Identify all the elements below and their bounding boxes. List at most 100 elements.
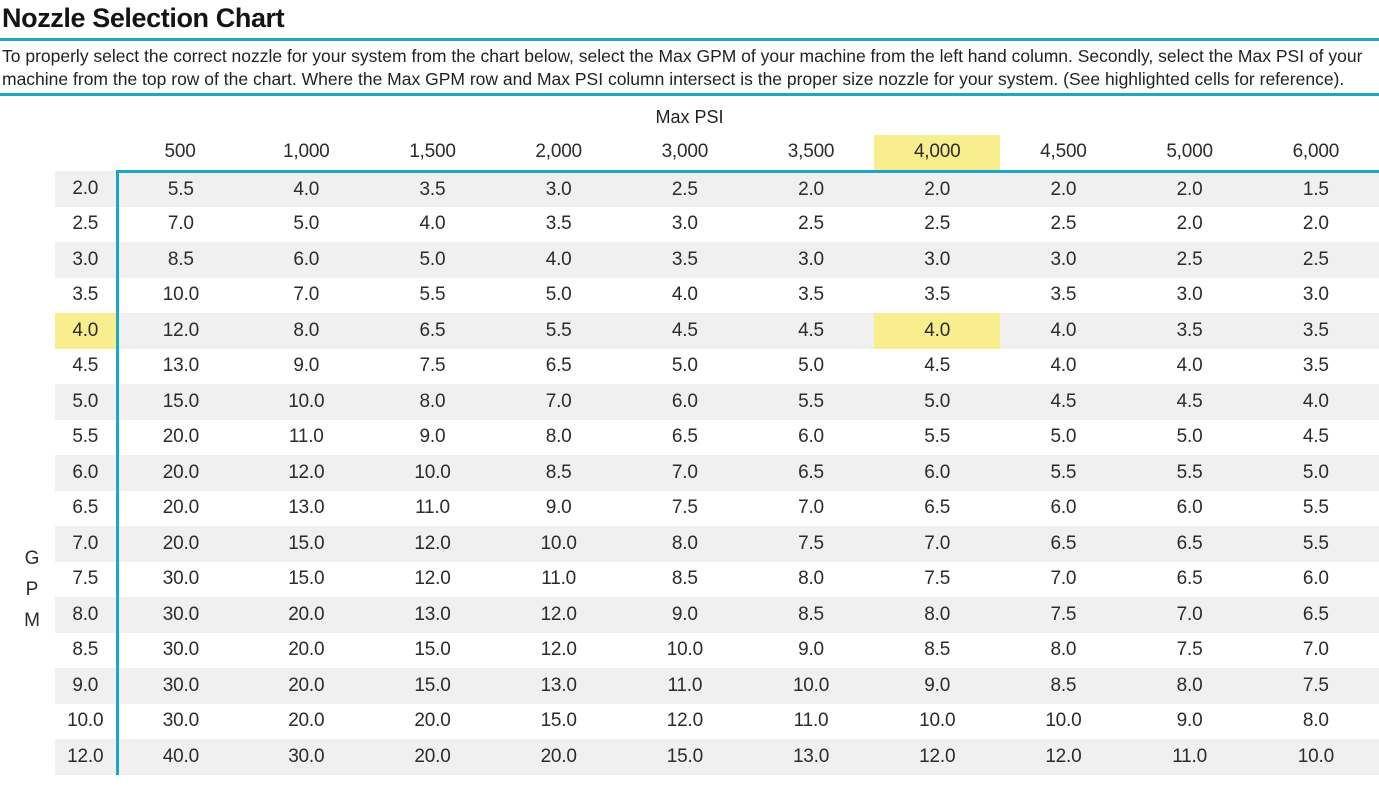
nozzle-cell: 11.0 bbox=[288, 426, 324, 448]
nozzle-cell: 10.0 bbox=[540, 532, 577, 554]
nozzle-cell: 8.0 bbox=[671, 532, 698, 554]
row-header: 5.5 bbox=[72, 426, 99, 448]
nozzle-cell: 12.0 bbox=[115, 313, 244, 349]
table-row-gpm-8.5: 8.5 30.0 20.0 15.0 12.0 10.0 9.0 8.5 8.0 7.5 7.0 bbox=[55, 632, 1379, 668]
row-header-highlighted: 4.0 bbox=[55, 313, 117, 349]
nozzle-cell: 20.0 bbox=[288, 639, 325, 661]
nozzle-cell: 7.0 bbox=[293, 284, 320, 306]
nozzle-cell: 3.0 bbox=[671, 213, 698, 235]
nozzle-cell: 3.5 bbox=[1302, 355, 1329, 377]
nozzle-cell: 6.5 bbox=[419, 319, 446, 341]
nozzle-cell: 13.0 bbox=[792, 745, 830, 767]
nozzle-cell: 8.0 bbox=[798, 568, 824, 590]
nozzle-cell: 7.5 bbox=[1176, 639, 1203, 661]
nozzle-cell: 2.5 bbox=[1302, 248, 1329, 270]
nozzle-cell: 5.5 bbox=[115, 169, 244, 207]
nozzle-cell: 2.0 bbox=[1000, 169, 1127, 207]
nozzle-cell: 7.0 bbox=[1176, 603, 1203, 625]
nozzle-cell: 5.5 bbox=[1176, 461, 1203, 483]
nozzle-cell: 6.5 bbox=[1176, 532, 1203, 554]
col-header-1500: 1,500 bbox=[369, 135, 496, 171]
nozzle-cell: 5.5 bbox=[798, 390, 824, 412]
nozzle-cell: 5.0 bbox=[1176, 426, 1203, 448]
nozzle-cell: 8.5 bbox=[798, 603, 824, 625]
nozzle-cell: 5.0 bbox=[1050, 426, 1077, 448]
title-divider bbox=[0, 38, 1379, 41]
nozzle-cell: 7.5 bbox=[419, 355, 446, 377]
row-header: 7.0 bbox=[72, 532, 99, 554]
nozzle-cell: 4.5 bbox=[924, 355, 951, 377]
nozzle-cell: 8.0 bbox=[1050, 639, 1077, 661]
nozzle-cell: 3.5 bbox=[671, 248, 698, 270]
nozzle-table: 500 1,000 1,500 2,000 3,000 3,500 4,000 4,500 5,… bbox=[55, 135, 1379, 775]
nozzle-cell: 6.0 bbox=[671, 390, 698, 412]
table-row-gpm-7.0: 7.0 20.0 15.0 12.0 10.0 8.0 7.5 7.0 6.5 6.5 5.5 bbox=[55, 526, 1379, 562]
nozzle-cell: 15.0 bbox=[288, 532, 325, 554]
nozzle-cell: 30.0 bbox=[115, 632, 244, 668]
nozzle-cell: 7.5 bbox=[924, 568, 951, 590]
instructions-divider bbox=[0, 93, 1379, 96]
table-row-gpm-6.0: 6.0 20.0 12.0 10.0 8.5 7.0 6.5 6.0 5.5 5.5 5.0 bbox=[55, 455, 1379, 491]
nozzle-cell: 20.0 bbox=[115, 526, 244, 562]
nozzle-cell: 12.0 bbox=[414, 568, 451, 590]
nozzle-cell: 2.0 bbox=[874, 169, 1001, 207]
row-header: 3.5 bbox=[72, 284, 99, 306]
nozzle-cell: 12.0 bbox=[919, 745, 956, 767]
nozzle-cell: 1.5 bbox=[1252, 169, 1379, 207]
nozzle-cell: 4.0 bbox=[1176, 355, 1203, 377]
nozzle-cell: 12.0 bbox=[1045, 745, 1082, 767]
table-row-gpm-2.5: 2.5 7.0 5.0 4.0 3.5 3.0 2.5 2.5 2.5 2.0 2.0 bbox=[55, 206, 1379, 242]
nozzle-cell: 12.0 bbox=[288, 461, 325, 483]
row-header: 2.5 bbox=[72, 213, 99, 235]
nozzle-cell: 30.0 bbox=[115, 597, 244, 633]
nozzle-cell: 30.0 bbox=[115, 703, 244, 739]
nozzle-cell: 10.0 bbox=[792, 674, 830, 696]
nozzle-cell: 3.5 bbox=[1050, 284, 1077, 306]
row-header: 7.5 bbox=[72, 568, 99, 590]
col-header-highlighted: 4,000 bbox=[874, 135, 1001, 171]
nozzle-cell: 10.0 bbox=[666, 639, 703, 661]
nozzle-cell: 7.0 bbox=[1050, 568, 1077, 590]
nozzle-cell: 5.0 bbox=[798, 355, 824, 377]
nozzle-cell: 6.0 bbox=[293, 248, 320, 270]
nozzle-cell: 5.0 bbox=[924, 390, 951, 412]
row-header: 8.0 bbox=[72, 603, 99, 625]
nozzle-cell: 20.0 bbox=[414, 710, 451, 732]
nozzle-cell: 15.0 bbox=[666, 745, 703, 767]
nozzle-cell: 7.0 bbox=[545, 390, 572, 412]
nozzle-cell: 3.5 bbox=[545, 213, 572, 235]
nozzle-cell: 10.0 bbox=[288, 390, 325, 412]
col-header-4500: 4,500 bbox=[1000, 135, 1127, 171]
nozzle-cell: 8.0 bbox=[1302, 710, 1329, 732]
col-header-5000: 5,000 bbox=[1126, 135, 1253, 171]
nozzle-cell: 13.0 bbox=[115, 348, 244, 384]
nozzle-cell: 10.0 bbox=[1297, 745, 1334, 767]
nozzle-cell: 2.5 bbox=[798, 213, 824, 235]
nozzle-cell: 12.0 bbox=[540, 639, 577, 661]
nozzle-cell: 12.0 bbox=[666, 710, 703, 732]
nozzle-cell: 4.0 bbox=[671, 284, 698, 306]
row-header: 9.0 bbox=[72, 674, 99, 696]
nozzle-cell: 4.0 bbox=[1050, 319, 1077, 341]
nozzle-cell: 3.0 bbox=[495, 169, 622, 207]
nozzle-cell: 11.0 bbox=[415, 497, 450, 519]
nozzle-cell: 5.5 bbox=[419, 284, 446, 306]
nozzle-cell: 15.0 bbox=[115, 384, 244, 420]
nozzle-cell: 40.0 bbox=[115, 739, 244, 775]
nozzle-cell: 15.0 bbox=[288, 568, 325, 590]
nozzle-cell: 4.5 bbox=[1050, 390, 1077, 412]
row-header: 12.0 bbox=[67, 745, 104, 767]
nozzle-cell: 13.0 bbox=[288, 497, 325, 519]
table-row-gpm-2.0: 2.0 5.5 4.0 3.5 3.0 2.5 2.0 2.0 2.0 2.0 1.5 bbox=[55, 169, 1379, 207]
instructions-text: To properly select the correct nozzle fo… bbox=[2, 46, 1363, 89]
col-header-500: 500 bbox=[117, 135, 244, 171]
table-row-gpm-10.0: 10.0 30.0 20.0 20.0 15.0 12.0 11.0 10.0 10.0 9.0 8… bbox=[55, 703, 1379, 739]
nozzle-cell: 6.5 bbox=[924, 497, 951, 519]
nozzle-cell: 4.5 bbox=[1176, 390, 1203, 412]
nozzle-cell: 3.0 bbox=[1302, 284, 1329, 306]
table-row-gpm-5.0: 5.0 15.0 10.0 8.0 7.0 6.0 5.5 5.0 4.5 4.5 4.0 bbox=[55, 384, 1379, 420]
nozzle-cell: 2.0 bbox=[1176, 213, 1203, 235]
nozzle-cell: 8.5 bbox=[545, 461, 572, 483]
nozzle-cell: 5.0 bbox=[293, 213, 320, 235]
row-header: 5.0 bbox=[72, 390, 99, 412]
